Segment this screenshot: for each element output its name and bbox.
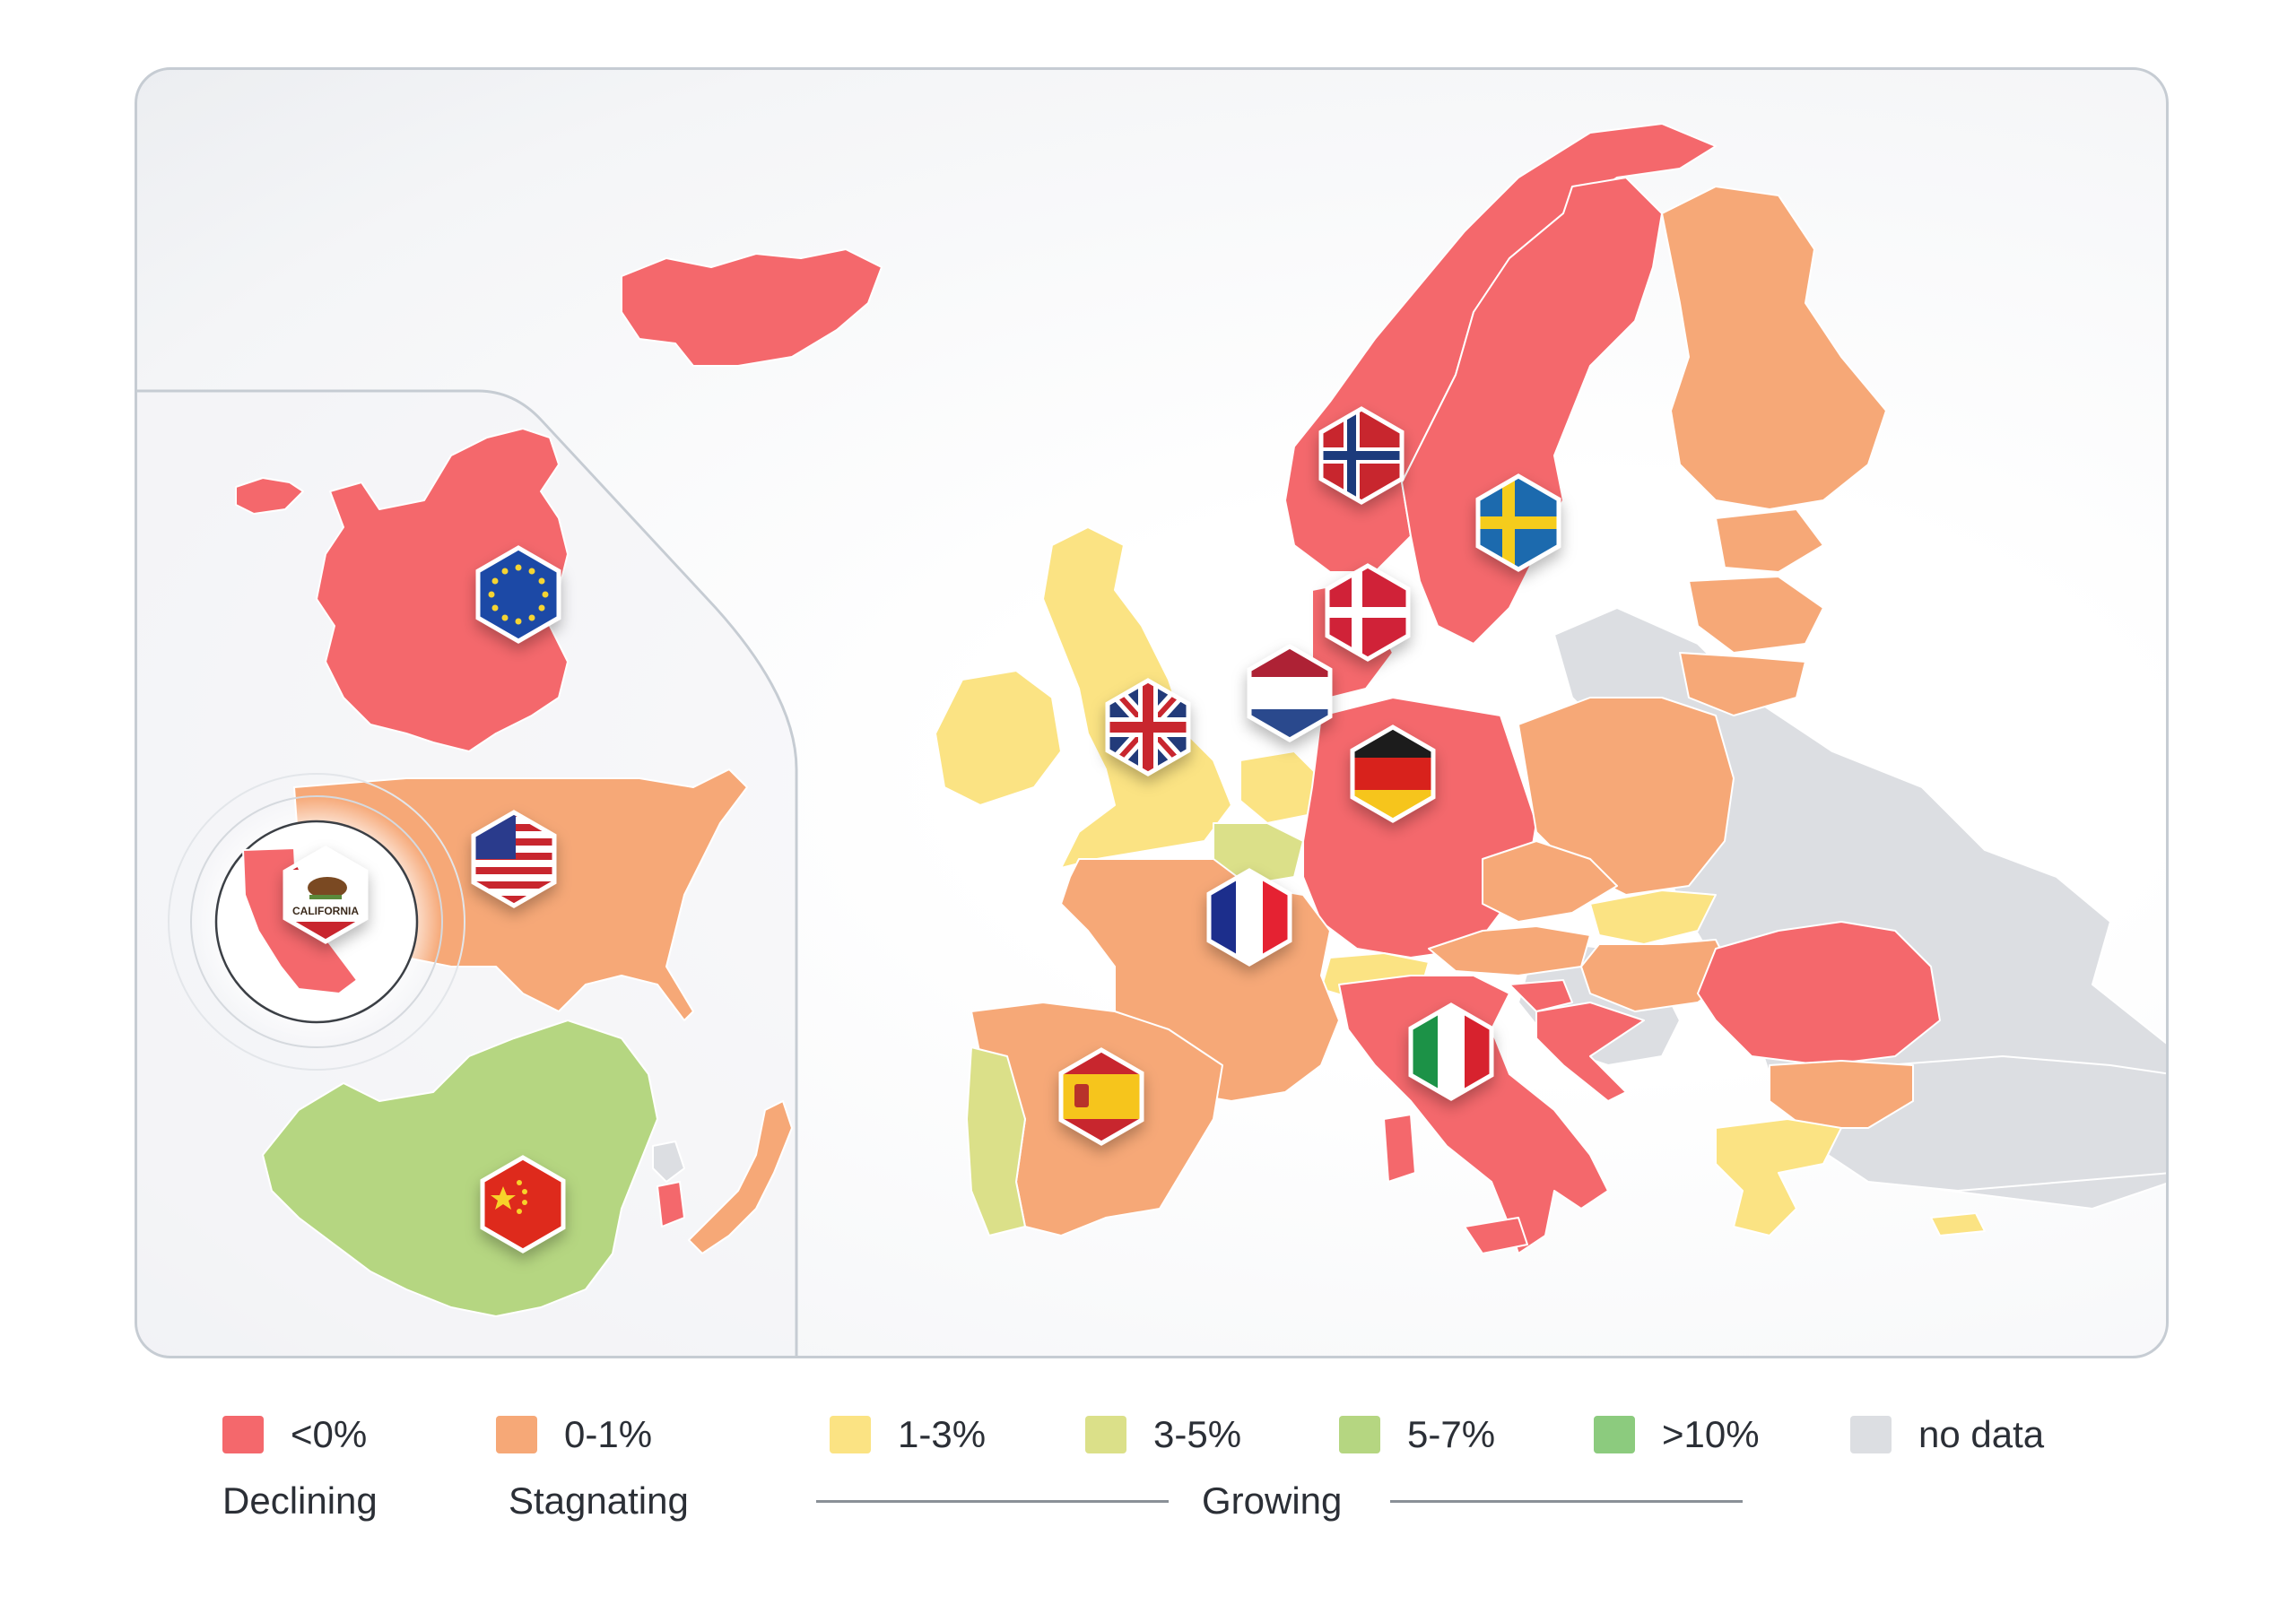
california-halo-outer <box>168 773 465 1071</box>
legend-label: 1-3% <box>898 1413 987 1455</box>
map-canvas: CALIFORNIA <box>137 123 2166 1356</box>
country-italy <box>1338 975 1609 1254</box>
inset-north-korea <box>652 1141 685 1183</box>
california-flag-text: CALIFORNIA <box>292 905 359 917</box>
legend-label: no data <box>1918 1413 2045 1455</box>
china-flag-icon <box>480 1155 566 1254</box>
legend-label: 5-7% <box>1407 1413 1496 1455</box>
us-flag-icon <box>471 810 557 908</box>
legend-label: 0-1% <box>564 1413 653 1455</box>
europe-map <box>621 123 2166 1254</box>
country-sweden <box>1401 177 1663 645</box>
country-romania <box>1697 921 1941 1066</box>
country-estonia <box>1715 508 1824 573</box>
legend-item-growing-10-plus: >10% <box>1594 1413 1760 1455</box>
france-flag-icon <box>1206 868 1292 967</box>
sweden-flag-icon <box>1475 473 1561 572</box>
country-lithuania <box>1679 652 1806 716</box>
legend-group-growing: Growing <box>1202 1479 1343 1522</box>
country-czechia <box>1482 840 1618 923</box>
legend-item-no-data: no data <box>1850 1413 2045 1455</box>
legend-swatch <box>222 1416 264 1453</box>
inset-iceland <box>235 477 304 515</box>
eu-flag-icon <box>475 545 561 644</box>
legend-label: >10% <box>1662 1413 1760 1455</box>
legend-item-growing-3-5: 3-5% <box>1085 1413 1242 1455</box>
country-croatia <box>1535 1002 1645 1102</box>
country-bulgaria <box>1769 1060 1914 1129</box>
legend-label: 3-5% <box>1153 1413 1242 1455</box>
legend-group-declining: Declining <box>222 1479 378 1522</box>
country-greece <box>1715 1118 1842 1236</box>
map-panel: CALIFORNIA <box>135 67 2169 1358</box>
country-portugal <box>966 1046 1026 1236</box>
denmark-flag-icon <box>1325 563 1411 662</box>
country-slovakia <box>1589 889 1717 945</box>
country-austria <box>1428 925 1591 976</box>
legend-swatch <box>1594 1416 1635 1453</box>
legend-swatch <box>1850 1416 1892 1453</box>
country-cyprus <box>1930 1212 1986 1236</box>
legend-item-declining: <0% <box>222 1413 368 1455</box>
legend-item-growing-1-3: 1-3% <box>830 1413 987 1455</box>
country-finland <box>1661 186 1887 510</box>
country-iceland <box>621 248 883 367</box>
legend-swatch <box>496 1416 537 1453</box>
legend-growing-line-right <box>1390 1500 1743 1503</box>
inset-japan <box>688 1100 793 1254</box>
legend-swatch <box>1339 1416 1380 1453</box>
legend-growing-line-left <box>816 1500 1169 1503</box>
country-sardinia <box>1383 1114 1416 1183</box>
inset-eu <box>316 428 569 752</box>
legend-item-growing-5-7: 5-7% <box>1339 1413 1496 1455</box>
country-hungary <box>1580 939 1735 1012</box>
legend-item-stagnating: 0-1% <box>496 1413 653 1455</box>
legend-group-stagnating: Stagnating <box>509 1479 689 1522</box>
country-germany <box>1302 697 1537 959</box>
country-sicily <box>1464 1217 1528 1254</box>
inset-south-korea <box>657 1181 685 1228</box>
country-ireland <box>935 670 1062 806</box>
norway-flag-icon <box>1318 406 1405 505</box>
legend-swatch <box>1085 1416 1126 1453</box>
country-latvia <box>1688 576 1824 654</box>
legend-swatch <box>830 1416 871 1453</box>
inset-china <box>262 1019 658 1317</box>
inset-divider <box>137 389 798 1356</box>
country-slovenia <box>1509 979 1573 1012</box>
legend-label: <0% <box>291 1413 368 1455</box>
